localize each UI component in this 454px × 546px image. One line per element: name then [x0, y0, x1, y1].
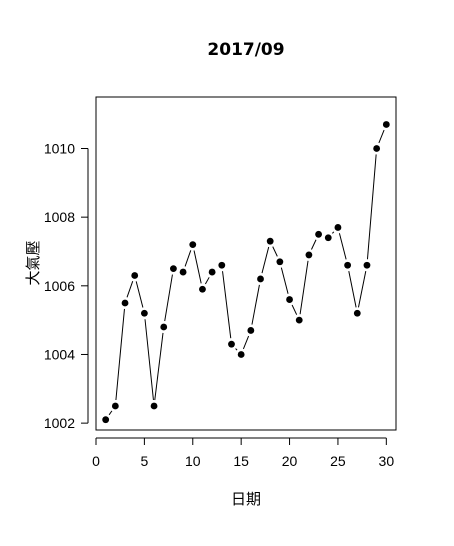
series-line-segment [299, 260, 309, 315]
series-line-segment [222, 271, 232, 339]
series-line-segment [126, 281, 134, 298]
data-point [276, 258, 284, 266]
y-tick-label: 1008 [44, 209, 75, 225]
series-line-segment [378, 129, 385, 144]
x-axis: 0 5 10 15 20 25 30 [92, 437, 395, 469]
data-point [179, 268, 187, 276]
series-line-segment [235, 348, 238, 351]
x-tick-label: 25 [330, 453, 346, 469]
series-line-segment [251, 284, 260, 325]
series-line-segment [357, 270, 367, 308]
data-point [237, 351, 245, 358]
y-tick-label: 1010 [44, 140, 75, 156]
y-tick-label: 1004 [44, 346, 75, 362]
data-point [295, 316, 303, 324]
x-tick-label: 20 [282, 453, 298, 469]
y-axis: 1002 1004 1006 1008 1010 [44, 140, 89, 431]
series-line-segment [280, 267, 289, 294]
x-tick-label: 30 [379, 453, 395, 469]
data-point [334, 224, 342, 231]
series-line-segment [261, 246, 270, 274]
data-point [170, 265, 177, 273]
series-line-segments [108, 129, 385, 416]
x-axis-label: 日期 [231, 490, 261, 508]
series-line-segment [242, 335, 250, 350]
data-point [228, 340, 235, 348]
series-line-segment [332, 231, 335, 234]
data-point [257, 275, 264, 283]
data-point [324, 234, 332, 242]
data-point [305, 251, 313, 259]
series-points [102, 121, 390, 424]
data-point [315, 230, 322, 238]
data-point [121, 299, 129, 307]
plot-frame [95, 96, 397, 431]
y-tick-label: 1006 [44, 278, 75, 294]
data-point [140, 309, 148, 317]
y-tick-label: 1002 [44, 415, 75, 431]
data-point [150, 402, 158, 410]
data-point [363, 261, 371, 269]
series-line-segment [291, 304, 298, 315]
series-line-segment [193, 250, 202, 284]
data-point [208, 268, 216, 276]
series-line-segment [184, 250, 192, 267]
data-point [344, 261, 352, 269]
series-line-segment [272, 246, 278, 257]
data-point [286, 296, 293, 303]
data-point [382, 121, 390, 128]
data-point [199, 285, 206, 293]
series-line-segment [311, 239, 317, 250]
data-point [189, 241, 197, 249]
series-line-segment [154, 332, 164, 401]
data-point [160, 323, 168, 331]
data-point [102, 416, 110, 424]
series-line-segment [204, 277, 210, 285]
data-point [247, 327, 255, 334]
data-point [373, 145, 381, 152]
series-line-segment [135, 281, 144, 308]
series-line-segment [108, 410, 113, 416]
x-tick-label: 0 [92, 453, 100, 469]
data-point [266, 237, 274, 245]
data-point [111, 402, 119, 410]
series-line-segment [144, 319, 154, 401]
x-tick-label: 10 [185, 453, 201, 469]
series-line-segment [366, 154, 377, 260]
data-point [131, 272, 139, 279]
series-line-segment [115, 308, 125, 401]
data-point [218, 261, 226, 269]
x-tick-label: 15 [233, 453, 249, 469]
series-line-segment [348, 270, 357, 308]
x-tick-label: 5 [140, 453, 148, 469]
series-line-segment [164, 274, 173, 322]
data-point [353, 309, 361, 317]
y-axis-label: 大氣壓 [24, 240, 42, 285]
chart-title: 2017/09 [207, 40, 284, 60]
series-line-segment [338, 233, 347, 260]
